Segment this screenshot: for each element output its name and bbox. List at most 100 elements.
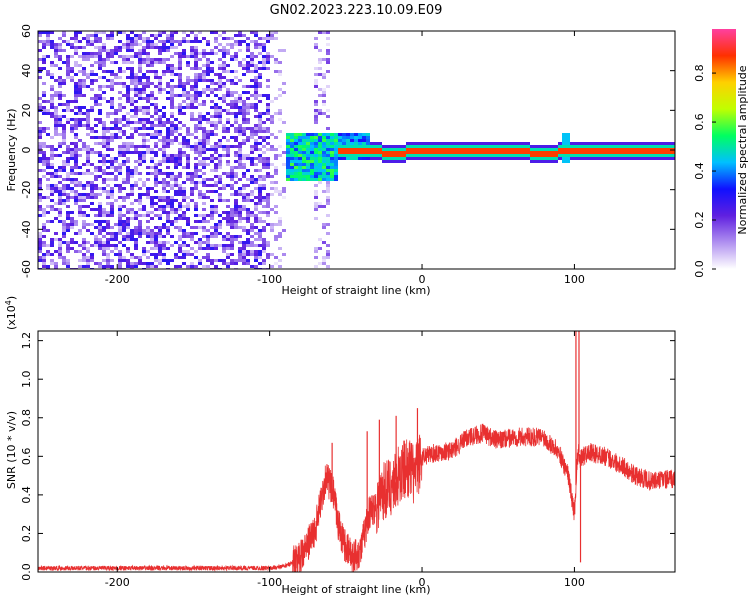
spectrogram-cell (226, 121, 230, 124)
spectrogram-cell (266, 214, 270, 217)
spectrogram-cell (178, 154, 182, 157)
spectrogram-cell (138, 160, 142, 163)
spectrogram-cell (214, 52, 218, 55)
spectrogram-cell (134, 43, 138, 46)
spectrogram-cell (226, 223, 230, 226)
spectrogram-cell (170, 187, 174, 190)
spectrogram-cell (214, 109, 218, 112)
spectrogram-cell (494, 142, 498, 145)
spectrogram-cell (194, 250, 198, 253)
spectrogram-cell (102, 85, 106, 88)
spectrogram-cell (234, 199, 238, 202)
spectrogram-cell (326, 178, 330, 181)
spectrogram-cell (162, 244, 166, 247)
spectrogram-cell (326, 232, 330, 235)
spectrogram-cell (90, 82, 94, 85)
spectrogram-cell (94, 208, 98, 211)
spectrogram-cell (94, 46, 98, 49)
spectrogram-cell (42, 61, 46, 64)
spectrogram-cell (186, 145, 190, 148)
spectrogram-cell (106, 244, 110, 247)
spectrogram-cell (158, 172, 162, 175)
spectrogram-cell (270, 34, 274, 37)
spectrogram-cell (262, 259, 266, 262)
spectrogram-cell (442, 145, 446, 148)
spectrogram-cell (94, 136, 98, 139)
spectrogram-cell (254, 217, 258, 220)
spectrogram-cell (170, 208, 174, 211)
spectrogram-cell (74, 88, 78, 91)
spectrogram-cell (586, 145, 590, 148)
spectrogram-cell (166, 157, 170, 160)
spectrogram-cell (250, 241, 254, 244)
spectrogram-cell (330, 154, 334, 157)
spectrogram-cell (62, 163, 66, 166)
spectrogram-cell (70, 217, 74, 220)
spectrogram-cell (294, 160, 298, 163)
spectrogram-cell (370, 145, 374, 148)
spectrogram-cell (242, 100, 246, 103)
spectrogram-cell (102, 226, 106, 229)
spectrogram-cell (130, 37, 134, 40)
spectrogram-cell (182, 232, 186, 235)
spectrogram-cell (166, 217, 170, 220)
spectrogram-cell (162, 253, 166, 256)
spectrogram-cell (86, 112, 90, 115)
spectrogram-cell (186, 253, 190, 256)
spectrogram-cell (174, 85, 178, 88)
spectrogram-cell (314, 121, 318, 124)
spectrogram-cell (98, 52, 102, 55)
spectrogram-cell (130, 136, 134, 139)
spectrogram-cell (82, 247, 86, 250)
spectrogram-cell (186, 157, 190, 160)
spectrogram-cell (178, 214, 182, 217)
spectrogram-cell (250, 175, 254, 178)
spectrogram-cell (190, 103, 194, 106)
spectrogram-cell (86, 121, 90, 124)
spectrogram-cell (238, 49, 242, 52)
spectrogram-cell (158, 46, 162, 49)
spectrogram-cell (118, 220, 122, 223)
spectrogram-cell (234, 190, 238, 193)
spectrogram-cell (382, 151, 386, 154)
spectrogram-cell (334, 142, 338, 145)
spectrogram-cell (110, 52, 114, 55)
spectrogram-cell (38, 250, 42, 253)
spectrogram-cell (110, 73, 114, 76)
spectrogram-cell (198, 241, 202, 244)
spectrogram-cell (146, 148, 150, 151)
spectrogram-cell (610, 157, 614, 160)
spectrogram-cell (586, 151, 590, 154)
spectrogram-cell (94, 103, 98, 106)
spectrogram-cell (82, 124, 86, 127)
spectrogram-cell (138, 118, 142, 121)
spectrogram-cell (50, 184, 54, 187)
spectrogram-cell (118, 70, 122, 73)
colorbar-axis: 0.00.20.40.60.8 (693, 64, 716, 278)
spectrogram-cell (194, 61, 198, 64)
spectrogram-cell (326, 154, 330, 157)
spectrogram-cell (170, 106, 174, 109)
spectrogram-cell (98, 151, 102, 154)
spectrogram-cell (194, 136, 198, 139)
spectrogram-cell (166, 220, 170, 223)
spectrogram-cell (214, 223, 218, 226)
spectrogram-cell (298, 145, 302, 148)
spectrogram-cell (362, 148, 366, 151)
spectrogram-cell (146, 232, 150, 235)
spectrogram-cell (138, 49, 142, 52)
spectrogram-cell (106, 259, 110, 262)
spectrogram-cell (126, 148, 130, 151)
spectrogram-cell (366, 142, 370, 145)
spectrogram-cell (174, 127, 178, 130)
spectrogram-cell (202, 127, 206, 130)
spectrogram-cell (666, 145, 670, 148)
spectrogram-cell (158, 163, 162, 166)
spectrogram-cell (526, 154, 530, 157)
spectrogram-cell (110, 100, 114, 103)
spectrogram-cell (298, 178, 302, 181)
spectrogram-cell (186, 223, 190, 226)
spectrogram-cell (178, 43, 182, 46)
spectrogram-cell (170, 40, 174, 43)
spectrogram-cell (294, 166, 298, 169)
